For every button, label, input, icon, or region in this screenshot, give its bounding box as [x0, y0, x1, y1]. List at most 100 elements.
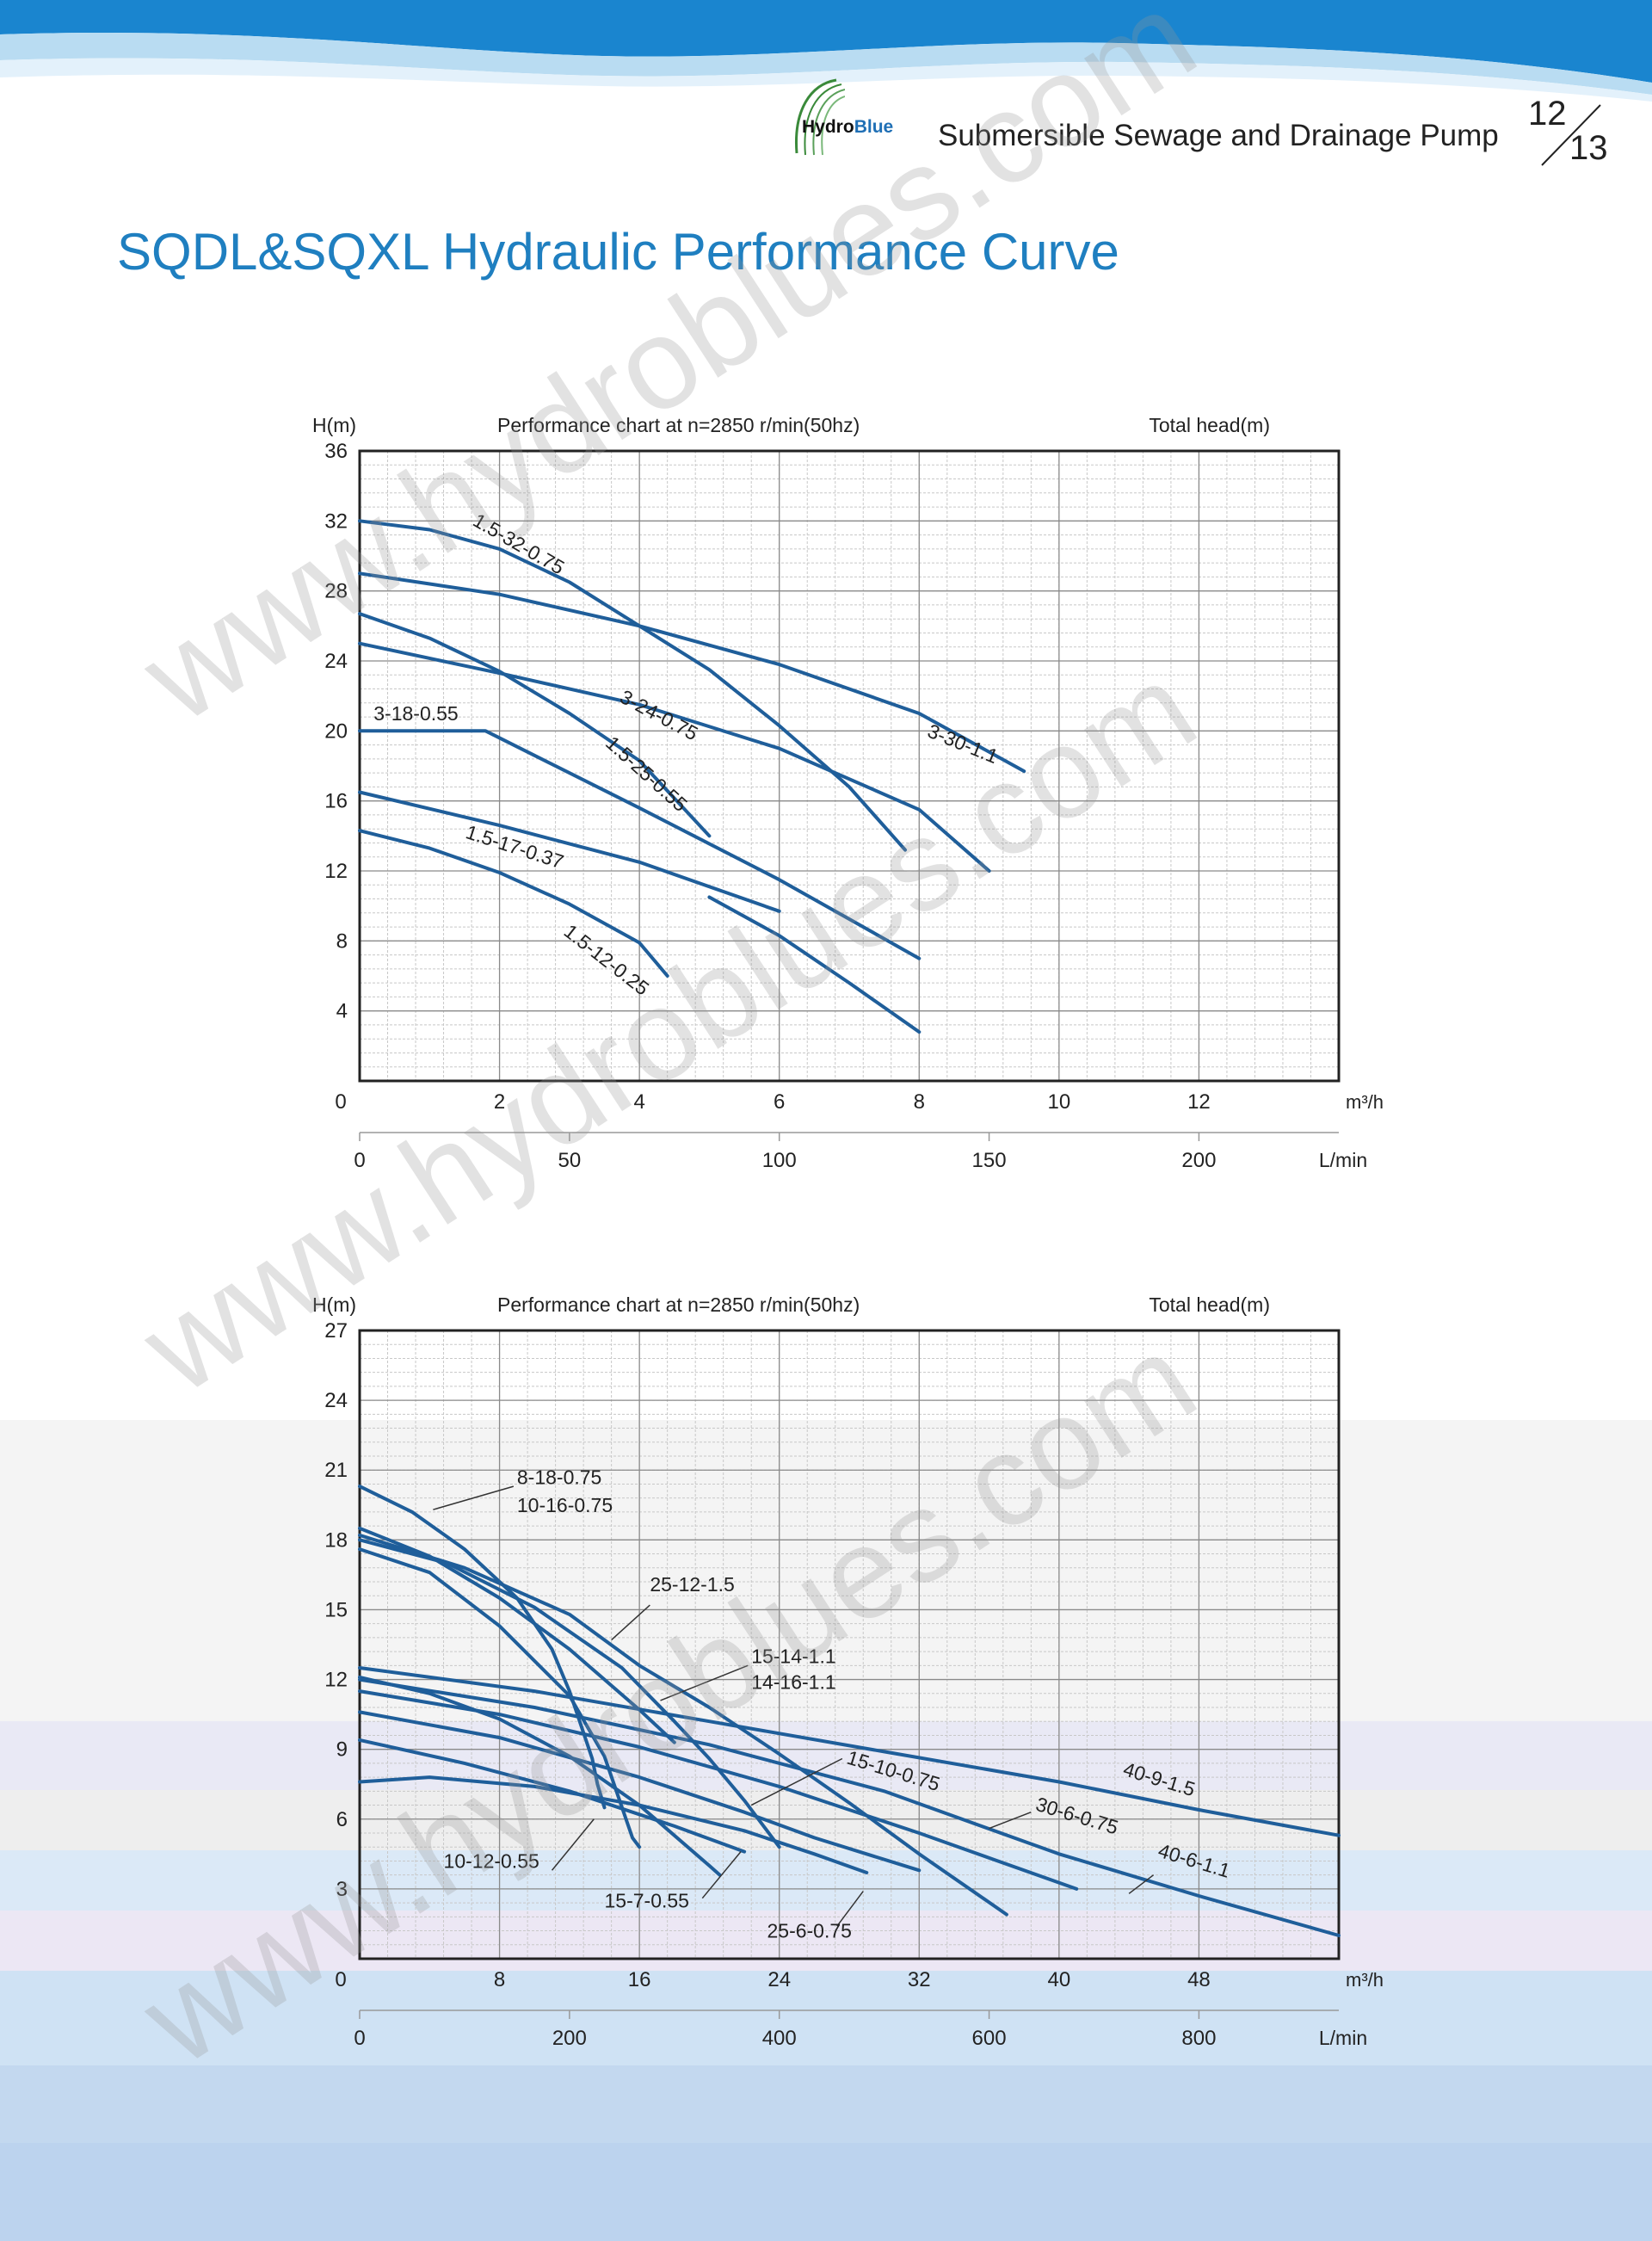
curve-leader-line [1128, 1874, 1155, 1894]
curve-line [358, 1689, 1079, 1891]
y-tick-label: 16 [324, 790, 348, 813]
chart-right-note: Total head(m) [1149, 414, 1270, 436]
x-tick-label: 4 [633, 1090, 644, 1114]
y-tick-label: 3 [336, 1878, 348, 1901]
x2-tick-label: 0 [354, 2027, 365, 2050]
logo-text: HydroBlue [802, 117, 894, 137]
y-axis-label: H(m) [312, 414, 356, 436]
y-tick-label: 4 [336, 1000, 348, 1023]
curve-line [358, 1538, 781, 1849]
y-tick-label: 9 [336, 1738, 348, 1762]
curve-line [358, 1526, 676, 1744]
x-tick-label: 32 [908, 1968, 931, 1991]
x2-tick-label: 0 [354, 1149, 365, 1172]
curve-label: 40-6-1.1 [1156, 1839, 1233, 1882]
footer-background [0, 1420, 1652, 2241]
x2-tick-label: 400 [762, 2027, 797, 2050]
chart-2: H(m) Performance chart at n=2850 r/min(50… [312, 1293, 1384, 2050]
curve-line [358, 829, 669, 978]
brand-logo: HydroBlue [785, 76, 914, 170]
x-tick-label: 8 [494, 1968, 505, 1991]
x2-axis-label: L/min [1319, 1149, 1367, 1171]
x2-tick-label: 150 [972, 1149, 1007, 1172]
y-tick-label: 28 [324, 580, 348, 603]
y-tick-label: 15 [324, 1598, 348, 1621]
x-axis-label: m³/h [1346, 1969, 1384, 1991]
y-tick-label: 8 [336, 929, 348, 953]
page-title: SQDL&SQXL Hydraulic Performance Curve [117, 223, 1119, 281]
y-tick-label: 6 [336, 1808, 348, 1831]
curve-line [707, 895, 922, 1034]
curve-line [358, 1677, 1341, 1937]
header-title: Submersible Sewage and Drainage Pump [938, 119, 1499, 152]
x-tick-label: 8 [914, 1090, 925, 1114]
x2-tick-label: 600 [972, 2027, 1007, 2050]
page-total: 13 [1569, 129, 1608, 167]
plot-frame [358, 1329, 1341, 1960]
curve-leader-line [836, 1891, 864, 1927]
x-tick-label: 10 [1048, 1090, 1071, 1114]
x2-axis-label: L/min [1319, 2027, 1367, 2049]
curve-leader-line [433, 1485, 515, 1510]
y-tick-label: 20 [324, 719, 348, 743]
x-tick-label: 24 [767, 1968, 791, 1991]
chart-1: H(m) Performance chart at n=2850 r/min(50… [312, 414, 1384, 1172]
x-tick-label: 48 [1187, 1968, 1211, 1991]
x2-tick-label: 50 [558, 1149, 582, 1172]
curve-line [358, 1738, 747, 1854]
curve-line [358, 790, 781, 913]
chart-title: Performance chart at n=2850 r/min(50hz) [497, 414, 860, 436]
header-wave [0, 0, 1652, 102]
y-tick-label: 12 [324, 860, 348, 883]
page-current: 12 [1528, 95, 1567, 133]
curve-line [358, 729, 922, 960]
y-tick-label: 36 [324, 440, 348, 463]
curve-line [358, 1675, 722, 1877]
y-tick-label: 32 [324, 509, 348, 533]
curve-leader-line [750, 1757, 843, 1806]
y-tick-label: 27 [324, 1319, 348, 1343]
x-tick-label: 6 [774, 1090, 785, 1114]
curve-label: 15-7-0.55 [605, 1890, 689, 1912]
curve-label: 15-14-1.1 [751, 1645, 835, 1668]
curve-label: 40-9-1.5 [1121, 1757, 1199, 1800]
curve-label: 25-12-1.5 [650, 1573, 734, 1596]
x-tick-label: 12 [1187, 1090, 1211, 1114]
x-tick-label: 2 [494, 1090, 505, 1114]
y-tick-label: 24 [324, 1389, 348, 1412]
curve-leader-line [551, 1818, 595, 1871]
y-tick-label: 24 [324, 650, 348, 673]
y-tick-label: 21 [324, 1459, 348, 1482]
x2-tick-label: 200 [1181, 1149, 1216, 1172]
x2-tick-label: 200 [552, 2027, 587, 2050]
curve-leader-line [989, 1811, 1032, 1830]
curve-line [358, 1533, 1008, 1917]
curve-label: 25-6-0.75 [767, 1920, 851, 1942]
curve-label: 10-16-0.75 [517, 1494, 613, 1516]
x-tick-label: 0 [335, 1968, 346, 1991]
curve-leader-line [660, 1664, 749, 1701]
x2-tick-label: 800 [1181, 2027, 1216, 2050]
curve-line [358, 1666, 1341, 1837]
curve-label: 30-6-0.75 [1033, 1793, 1121, 1839]
chart-title: Performance chart at n=2850 r/min(50hz) [497, 1293, 860, 1316]
x-tick-label: 40 [1048, 1968, 1071, 1991]
curve-line [358, 571, 1026, 774]
curve-line [358, 641, 991, 873]
x-tick-label: 16 [628, 1968, 651, 1991]
curve-label: 10-12-0.55 [444, 1850, 539, 1873]
x2-tick-label: 100 [762, 1149, 797, 1172]
page-number: 12 13 [1528, 95, 1614, 172]
y-axis-label: H(m) [312, 1293, 356, 1316]
curve-line [358, 1710, 922, 1873]
x-axis-label: m³/h [1346, 1091, 1384, 1113]
logo-swirl-icon [794, 78, 845, 156]
curve-label: 8-18-0.75 [517, 1466, 601, 1488]
curve-label: 14-16-1.1 [751, 1670, 835, 1693]
y-tick-label: 12 [324, 1669, 348, 1692]
plot-frame [358, 449, 1341, 1083]
curve-label: 3-18-0.55 [373, 702, 458, 725]
curve-leader-line [701, 1851, 742, 1899]
curve-leader-line [611, 1604, 650, 1641]
y-tick-label: 18 [324, 1528, 348, 1552]
